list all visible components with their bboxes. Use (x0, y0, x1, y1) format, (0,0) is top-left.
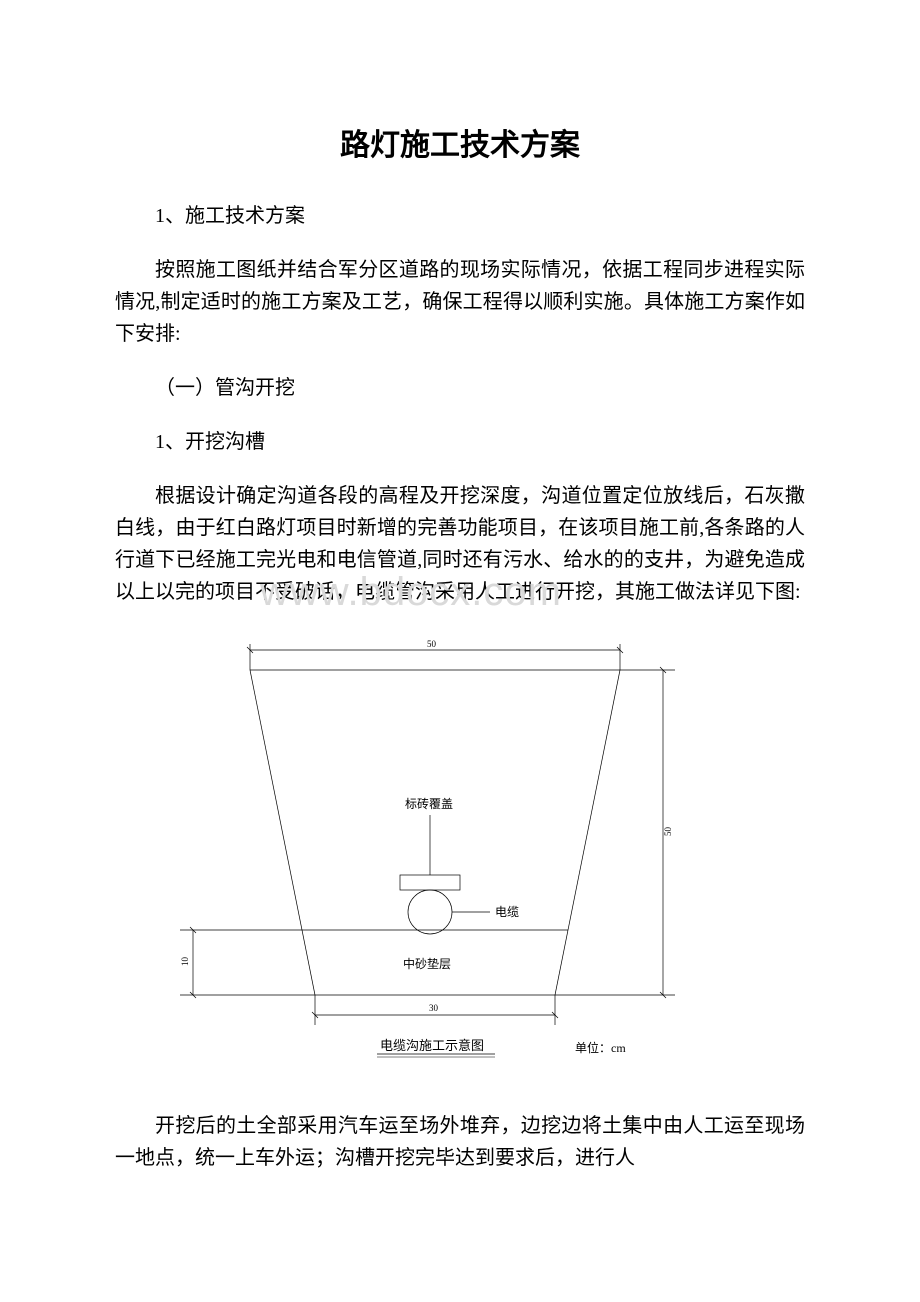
paragraph-3: 开挖后的土全部采用汽车运至场外堆弃，边挖边将土集中由人工运至现场一地点，统一上车… (115, 1110, 805, 1174)
watermark-text: www.bdocx.com (260, 570, 562, 615)
paragraph-1: 按照施工图纸并结合军分区道路的现场实际情况，依据工程同步进程实际情况,制定适时的… (115, 254, 805, 350)
dim-top-width: 50 (427, 639, 437, 649)
dim-right-height: 50 (663, 827, 673, 837)
dim-bottom-width: 30 (429, 1003, 439, 1013)
sub-heading-2: 1、开挖沟槽 (115, 426, 805, 458)
sub-heading-1: （一）管沟开挖 (115, 372, 805, 404)
unit-label: 单位：cm (575, 1040, 626, 1055)
document-title: 路灯施工技术方案 (115, 120, 805, 164)
diagram-caption: 电缆沟施工示意图 (380, 1038, 484, 1053)
trench-diagram: 50 10 50 标砖覆盖 电缆 中砂垫层 (115, 630, 805, 1080)
section-heading-1: 1、施工技术方案 (115, 200, 805, 232)
dim-left-height: 10 (180, 957, 190, 967)
label-brick-cover: 标砖覆盖 (405, 796, 453, 811)
label-sand-layer: 中砂垫层 (403, 956, 451, 971)
label-cable: 电缆 (495, 905, 519, 919)
